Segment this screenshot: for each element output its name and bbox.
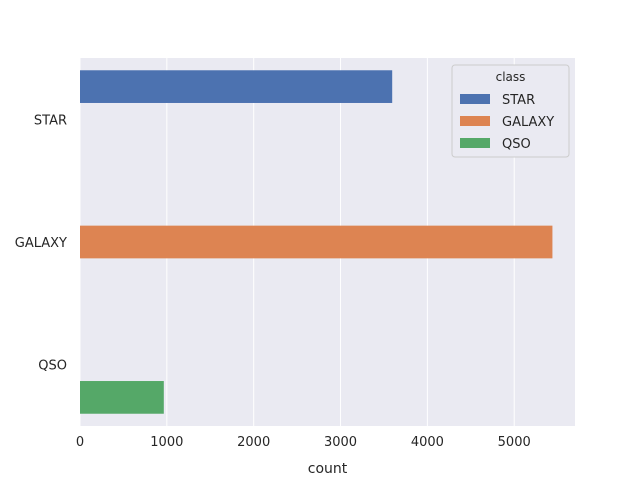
legend-swatch [460,138,490,148]
legend-label: GALAXY [502,115,554,130]
y-tick-label: STAR [34,113,67,128]
x-tick-label: 5000 [498,435,531,450]
x-tick-label: 3000 [324,435,357,450]
legend-title: class [496,70,526,84]
bar-galaxy [80,225,553,259]
legend-swatch [460,94,490,104]
x-tick-label: 2000 [237,435,270,450]
legend-label: STAR [502,93,535,108]
y-tick-label: GALAXY [15,236,67,251]
legend: class STAR GALAXY QSO [451,64,570,158]
x-axis-label: count [308,461,348,477]
y-tick-label: QSO [38,359,67,374]
x-tick-label: 0 [76,435,84,450]
x-tick-label: 1000 [150,435,183,450]
bars [80,70,553,414]
x-tick-label: 4000 [411,435,444,450]
x-axis-ticks: 0 1000 2000 3000 4000 5000 [76,435,531,450]
legend-label: QSO [502,137,531,152]
legend-swatch [460,116,490,126]
bar-qso [80,381,164,414]
bar-star [80,70,393,103]
legend-box [451,64,570,158]
y-axis-ticks: STAR GALAXY QSO [15,113,67,373]
